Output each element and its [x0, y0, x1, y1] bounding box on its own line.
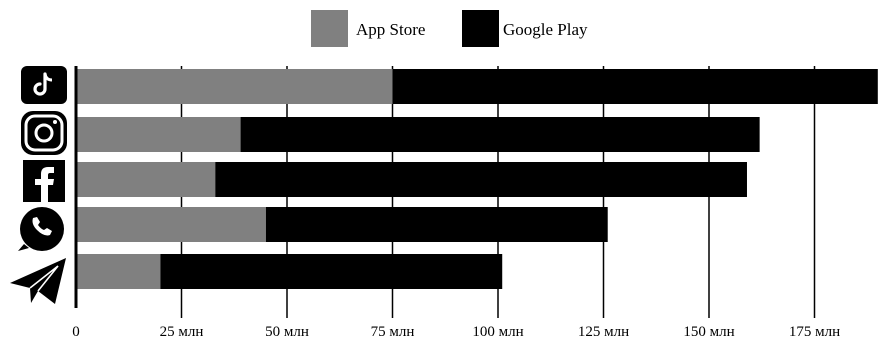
- bar-instagram-google-play: [240, 117, 760, 152]
- x-tick-label: 150 млн: [683, 324, 734, 340]
- x-tick-label: 0: [72, 324, 80, 340]
- x-tick-labels: 0 25 млн 50 млн 75 млн 100 млн 125 млн 150 млн…: [72, 324, 840, 340]
- bar-whatsapp-app-store: [76, 207, 266, 242]
- legend-label-google-play: Google Play: [503, 20, 588, 39]
- tiktok-icon: [21, 66, 67, 104]
- whatsapp-icon: [18, 207, 64, 251]
- telegram-icon: [10, 258, 66, 304]
- x-tick-label: 75 млн: [371, 324, 415, 340]
- instagram-icon: [21, 111, 67, 155]
- x-tick-label: 175 млн: [789, 324, 840, 340]
- bar-facebook-app-store: [76, 162, 216, 197]
- bar-tiktok-google-play: [392, 69, 878, 104]
- facebook-icon: [23, 160, 65, 202]
- category-icons: [10, 66, 67, 304]
- x-tick-label: 50 млн: [265, 324, 309, 340]
- legend-swatch-app-store: [311, 10, 348, 47]
- x-tick-label: 125 млн: [578, 324, 629, 340]
- x-tick-label: 25 млн: [160, 324, 204, 340]
- bar-instagram-app-store: [76, 117, 241, 152]
- bar-tiktok-app-store: [76, 69, 393, 104]
- bar-telegram-app-store: [76, 254, 161, 289]
- bars: [76, 69, 878, 289]
- bar-facebook-google-play: [215, 162, 747, 197]
- legend: App Store Google Play: [311, 10, 588, 47]
- legend-swatch-google-play: [462, 10, 499, 47]
- x-tick-label: 100 млн: [472, 324, 523, 340]
- bar-whatsapp-google-play: [265, 207, 608, 242]
- bar-telegram-google-play: [160, 254, 503, 289]
- legend-label-app-store: App Store: [356, 20, 425, 39]
